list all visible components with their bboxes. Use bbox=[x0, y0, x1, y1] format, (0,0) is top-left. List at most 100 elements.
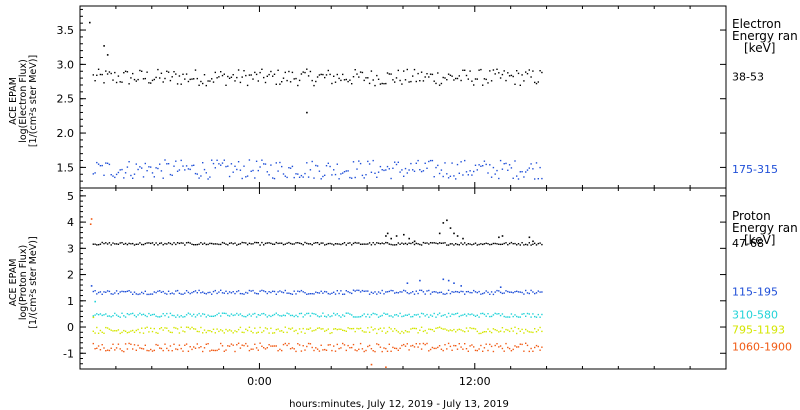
data-point bbox=[132, 72, 134, 75]
data-point bbox=[105, 350, 107, 352]
data-point bbox=[388, 290, 390, 293]
data-point bbox=[228, 315, 231, 317]
data-point bbox=[272, 243, 274, 245]
electron-y-tick-label: 2.0 bbox=[57, 127, 75, 140]
data-point bbox=[368, 82, 371, 85]
data-point bbox=[218, 291, 220, 293]
data-point bbox=[526, 312, 529, 315]
data-point bbox=[214, 315, 216, 317]
data-point bbox=[541, 177, 543, 180]
data-point bbox=[473, 289, 475, 292]
data-point bbox=[246, 175, 249, 177]
data-point bbox=[261, 159, 263, 161]
data-point bbox=[151, 172, 154, 174]
data-point bbox=[465, 348, 468, 350]
data-point bbox=[191, 348, 193, 351]
data-point bbox=[277, 242, 279, 245]
data-point bbox=[471, 313, 473, 315]
data-point bbox=[521, 313, 523, 315]
data-point bbox=[97, 244, 100, 246]
data-point bbox=[139, 69, 141, 72]
data-point bbox=[225, 165, 227, 168]
data-point bbox=[356, 73, 358, 75]
data-point bbox=[429, 73, 432, 75]
data-point bbox=[110, 174, 112, 176]
data-point bbox=[483, 160, 486, 162]
data-point bbox=[403, 289, 405, 292]
data-point bbox=[237, 328, 240, 331]
data-point bbox=[433, 347, 435, 350]
data-point bbox=[535, 82, 538, 85]
data-point bbox=[146, 293, 148, 296]
data-point bbox=[117, 75, 120, 77]
data-point bbox=[141, 347, 143, 350]
data-point bbox=[388, 326, 390, 329]
data-point bbox=[358, 76, 360, 78]
data-point bbox=[408, 169, 410, 171]
data-point bbox=[211, 78, 213, 80]
data-point bbox=[422, 291, 425, 293]
data-point bbox=[214, 289, 216, 292]
data-point bbox=[185, 242, 188, 244]
data-point bbox=[480, 312, 482, 315]
data-point bbox=[482, 243, 484, 246]
data-point bbox=[386, 330, 389, 333]
data-point bbox=[528, 236, 531, 239]
data-point bbox=[428, 289, 430, 292]
data-point bbox=[386, 350, 389, 352]
data-point bbox=[528, 242, 530, 244]
data-point bbox=[505, 342, 507, 345]
data-point bbox=[144, 290, 146, 292]
data-point bbox=[295, 350, 297, 353]
data-point bbox=[519, 291, 521, 293]
data-point bbox=[164, 77, 166, 80]
data-point bbox=[286, 331, 288, 334]
data-point bbox=[167, 349, 170, 352]
data-point bbox=[469, 327, 471, 329]
data-point bbox=[270, 315, 272, 318]
data-point bbox=[420, 348, 423, 350]
data-point bbox=[420, 71, 423, 73]
data-point bbox=[334, 81, 337, 83]
data-point bbox=[340, 316, 342, 318]
data-point bbox=[130, 313, 132, 315]
data-point bbox=[266, 328, 268, 330]
data-point bbox=[426, 290, 428, 292]
data-point bbox=[528, 350, 530, 353]
data-point bbox=[508, 330, 511, 333]
data-point bbox=[237, 161, 240, 163]
data-point bbox=[442, 76, 444, 79]
data-point bbox=[284, 175, 286, 177]
data-point bbox=[241, 241, 243, 244]
data-point bbox=[368, 293, 371, 295]
data-point bbox=[245, 74, 247, 77]
data-point bbox=[306, 312, 308, 315]
data-point bbox=[252, 332, 254, 334]
data-point bbox=[460, 314, 462, 317]
data-point bbox=[126, 313, 129, 315]
data-point bbox=[227, 165, 229, 167]
data-point bbox=[390, 289, 392, 292]
data-point bbox=[508, 316, 511, 318]
data-point bbox=[207, 343, 209, 345]
data-point bbox=[132, 177, 134, 179]
data-point bbox=[449, 175, 452, 177]
data-point bbox=[435, 82, 437, 85]
data-point bbox=[388, 343, 390, 345]
data-point bbox=[295, 314, 297, 317]
data-point bbox=[361, 314, 364, 317]
data-point bbox=[142, 176, 145, 178]
data-point bbox=[298, 290, 301, 293]
data-point bbox=[451, 349, 453, 351]
data-point bbox=[193, 164, 195, 166]
data-point bbox=[456, 163, 459, 166]
data-point bbox=[302, 291, 304, 293]
data-point bbox=[255, 316, 258, 318]
data-point bbox=[92, 243, 94, 245]
data-point bbox=[121, 290, 123, 293]
data-point bbox=[410, 242, 412, 245]
data-point bbox=[440, 291, 443, 293]
data-point bbox=[363, 350, 365, 353]
data-point bbox=[386, 72, 389, 74]
data-point bbox=[419, 329, 421, 331]
